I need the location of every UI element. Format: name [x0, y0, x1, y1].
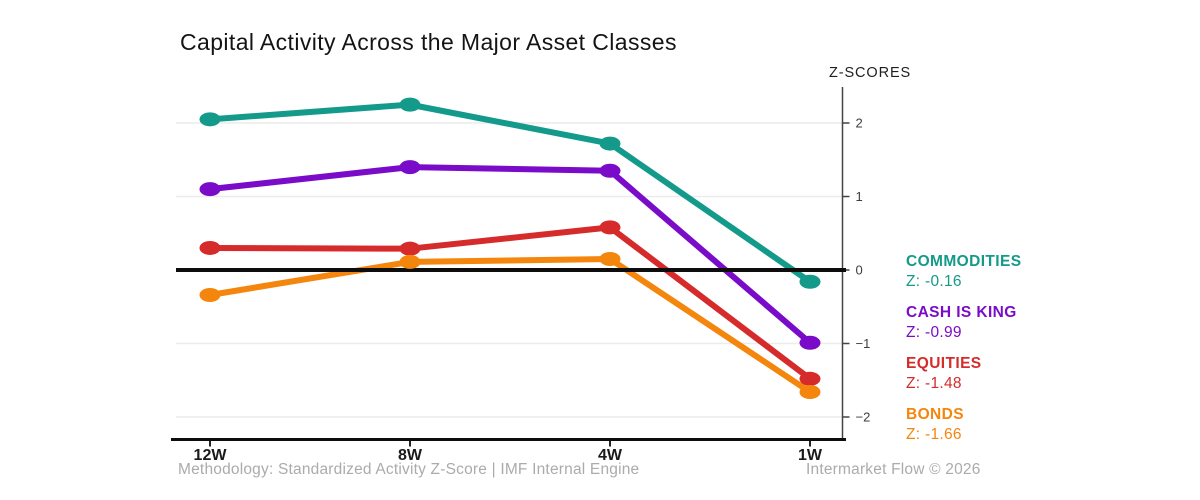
data-point: [199, 240, 221, 255]
data-point: [599, 220, 621, 235]
data-points: [199, 97, 821, 400]
data-point: [399, 160, 421, 175]
data-point: [799, 371, 821, 386]
data-point: [399, 241, 421, 256]
series-line-equities: [207, 224, 813, 382]
legend-series-name: BONDS: [906, 406, 964, 423]
data-point: [599, 251, 621, 266]
legend-entry-bonds: BONDS Z: -1.66: [906, 406, 964, 444]
legend-series-value: Z: -0.99: [906, 324, 962, 341]
data-point: [599, 136, 621, 151]
copyright-note: Intermarket Flow © 2026: [806, 461, 981, 478]
x-tick-label: 4W: [598, 447, 623, 464]
y-axis: 2 1 0 −1 −2: [841, 87, 871, 441]
data-point: [799, 274, 821, 289]
y-tick-label: 0: [856, 263, 863, 278]
x-tick-label: 1W: [798, 447, 823, 464]
series-line-commodities: [207, 101, 813, 285]
y-tick-label: −2: [856, 410, 871, 425]
y-axis-title: Z-SCORES: [829, 65, 912, 81]
data-point: [199, 112, 221, 127]
legend-series-name: COMMODITIES: [906, 253, 1022, 270]
x-axis: 12W 8W 4W 1W: [171, 438, 846, 464]
legend-series-value: Z: -0.16: [906, 273, 962, 290]
y-tick-label: −1: [856, 336, 871, 351]
methodology-note: Methodology: Standardized Activity Z-Sco…: [178, 461, 640, 478]
data-point: [199, 287, 221, 302]
data-point: [599, 163, 621, 178]
legend-series-value: Z: -1.66: [906, 426, 962, 443]
legend-entry-commodities: COMMODITIES Z: -0.16: [906, 253, 1021, 291]
series-lines: [207, 101, 813, 396]
data-point: [399, 254, 421, 269]
y-tick-label: 1: [856, 189, 863, 204]
data-point: [399, 97, 421, 112]
data-point: [799, 335, 821, 350]
series-line-bonds: [207, 255, 813, 396]
y-tick-label: 2: [856, 116, 863, 131]
x-tick-label: 12W: [194, 447, 228, 464]
legend-series-name: CASH IS KING: [906, 304, 1017, 321]
legend-entry-equities: EQUITIES Z: -1.48: [906, 355, 982, 393]
data-point: [199, 182, 221, 197]
chart-title: Capital Activity Across the Major Asset …: [180, 29, 677, 55]
legend-series-value: Z: -1.48: [906, 375, 962, 392]
series-line-cash-is-king: [207, 164, 813, 346]
x-tick-label: 8W: [398, 447, 423, 464]
data-point: [799, 385, 821, 400]
legend-entry-cash-is-king: CASH IS KING Z: -0.99: [906, 304, 1017, 342]
legend-series-name: EQUITIES: [906, 355, 982, 372]
